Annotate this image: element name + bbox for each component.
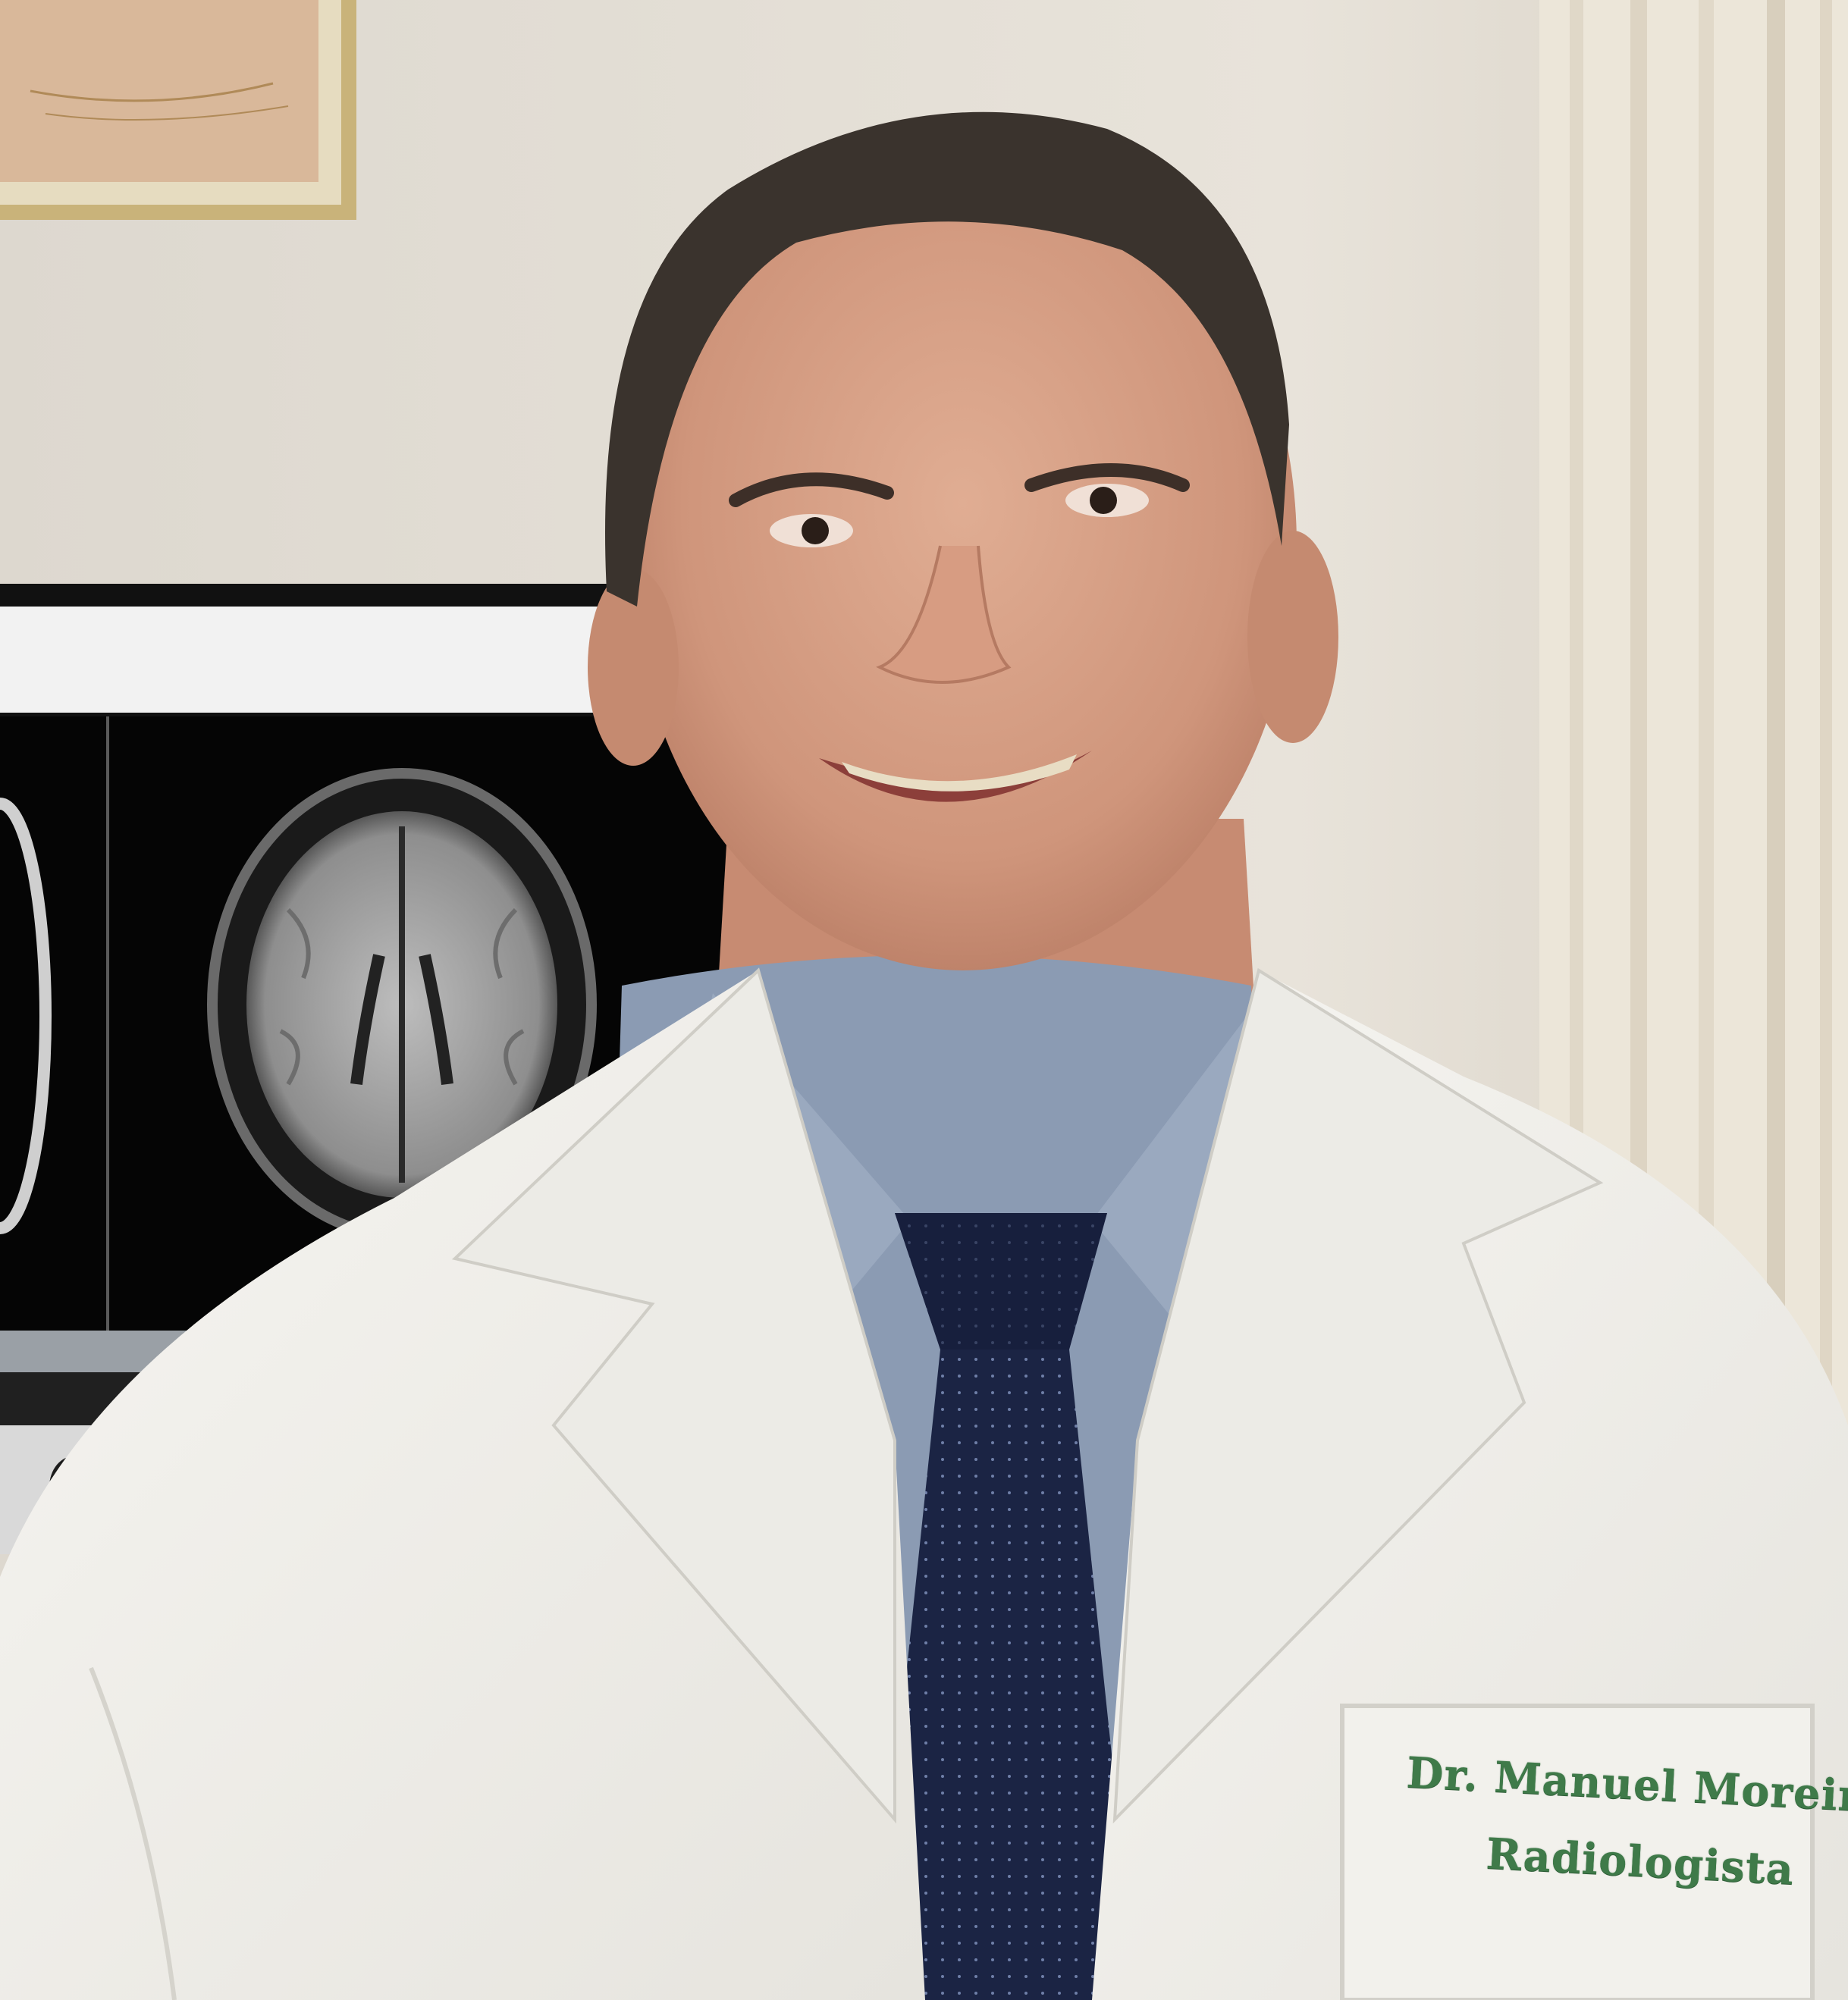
ear-left	[588, 569, 679, 766]
mouth	[819, 751, 1092, 802]
lapel-left	[451, 967, 896, 1824]
framed-certificate	[0, 0, 356, 220]
nose	[876, 545, 1012, 684]
eyebrow-right	[1024, 463, 1190, 492]
eyebrow-left	[729, 472, 894, 507]
ear-right	[1247, 531, 1338, 743]
lapel-right	[1112, 967, 1604, 1824]
coat-pocket	[1340, 1704, 1815, 2000]
tie	[872, 1213, 1137, 2000]
hair	[605, 111, 1289, 607]
brain-mri-scan	[207, 768, 597, 1241]
